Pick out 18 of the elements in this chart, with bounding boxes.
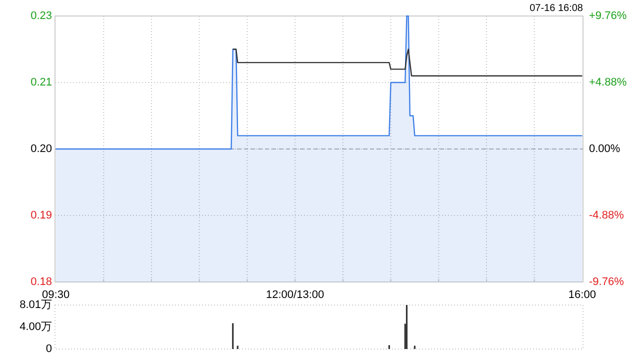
y2-tick-label: +4.88% [589, 76, 627, 88]
y-tick-label: 4.00万 [20, 321, 52, 334]
text: 07-16 16:08 [530, 3, 584, 14]
y-tick-label: 0.20 [30, 143, 52, 155]
y2-tick-label: -4.88% [589, 210, 624, 222]
x-tick-label: 16:00 [568, 289, 596, 301]
y2-tick-label: +9.76% [589, 10, 627, 22]
y-tick-label: 0.23 [30, 10, 52, 22]
x-tick-label: 09:30 [42, 289, 70, 301]
y-tick-label: 0.18 [30, 276, 52, 288]
y-tick-label: 0.21 [30, 76, 52, 88]
y2-tick-label: -9.76% [589, 276, 624, 288]
y2-tick-label: 0.00% [589, 143, 620, 155]
y-tick-label: 0 [46, 343, 52, 355]
line-series [232, 48, 583, 76]
y-tick-label: 8.01万 [20, 299, 52, 311]
x-tick-label: 12:00/13:00 [266, 289, 324, 301]
y-tick-label: 0.19 [30, 210, 52, 222]
